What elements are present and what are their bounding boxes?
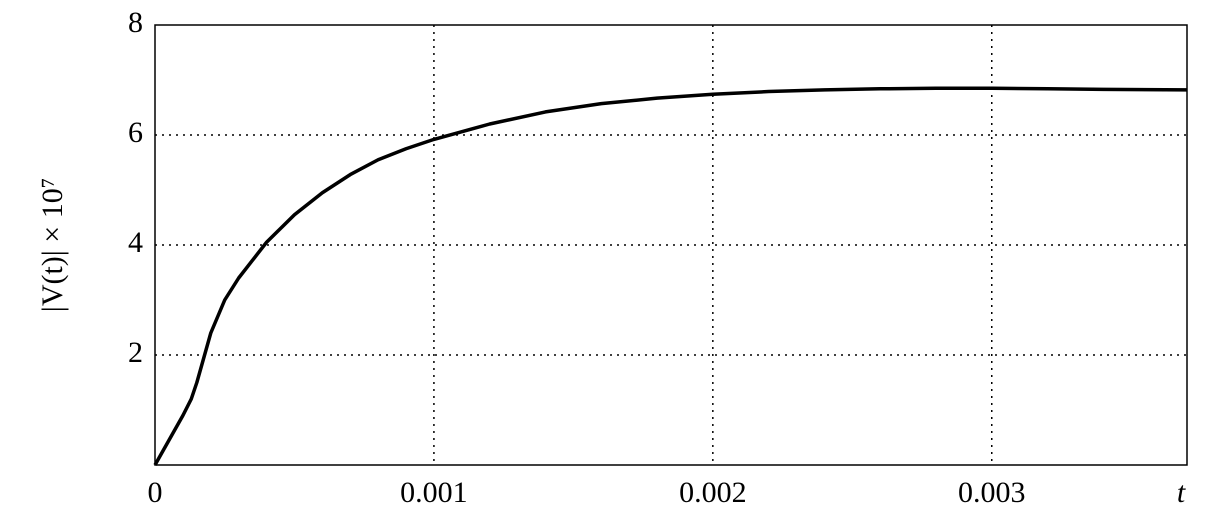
x-tick-label: 0.003 (958, 476, 1026, 509)
x-axis-label: t (1177, 476, 1186, 509)
y-tick-label: 8 (128, 6, 143, 39)
y-tick-label: 6 (128, 116, 143, 149)
y-tick-label: 2 (128, 336, 143, 369)
plot-frame (154, 24, 1188, 466)
x-tick-label: 0.002 (679, 476, 747, 509)
y-axis-label: |V(t)| × 10⁷ (36, 178, 69, 312)
data-line (153, 86, 1188, 466)
x-tick-label: 0 (148, 476, 163, 509)
x-tick-label: 0.001 (400, 476, 468, 509)
y-tick-label: 4 (128, 226, 143, 259)
